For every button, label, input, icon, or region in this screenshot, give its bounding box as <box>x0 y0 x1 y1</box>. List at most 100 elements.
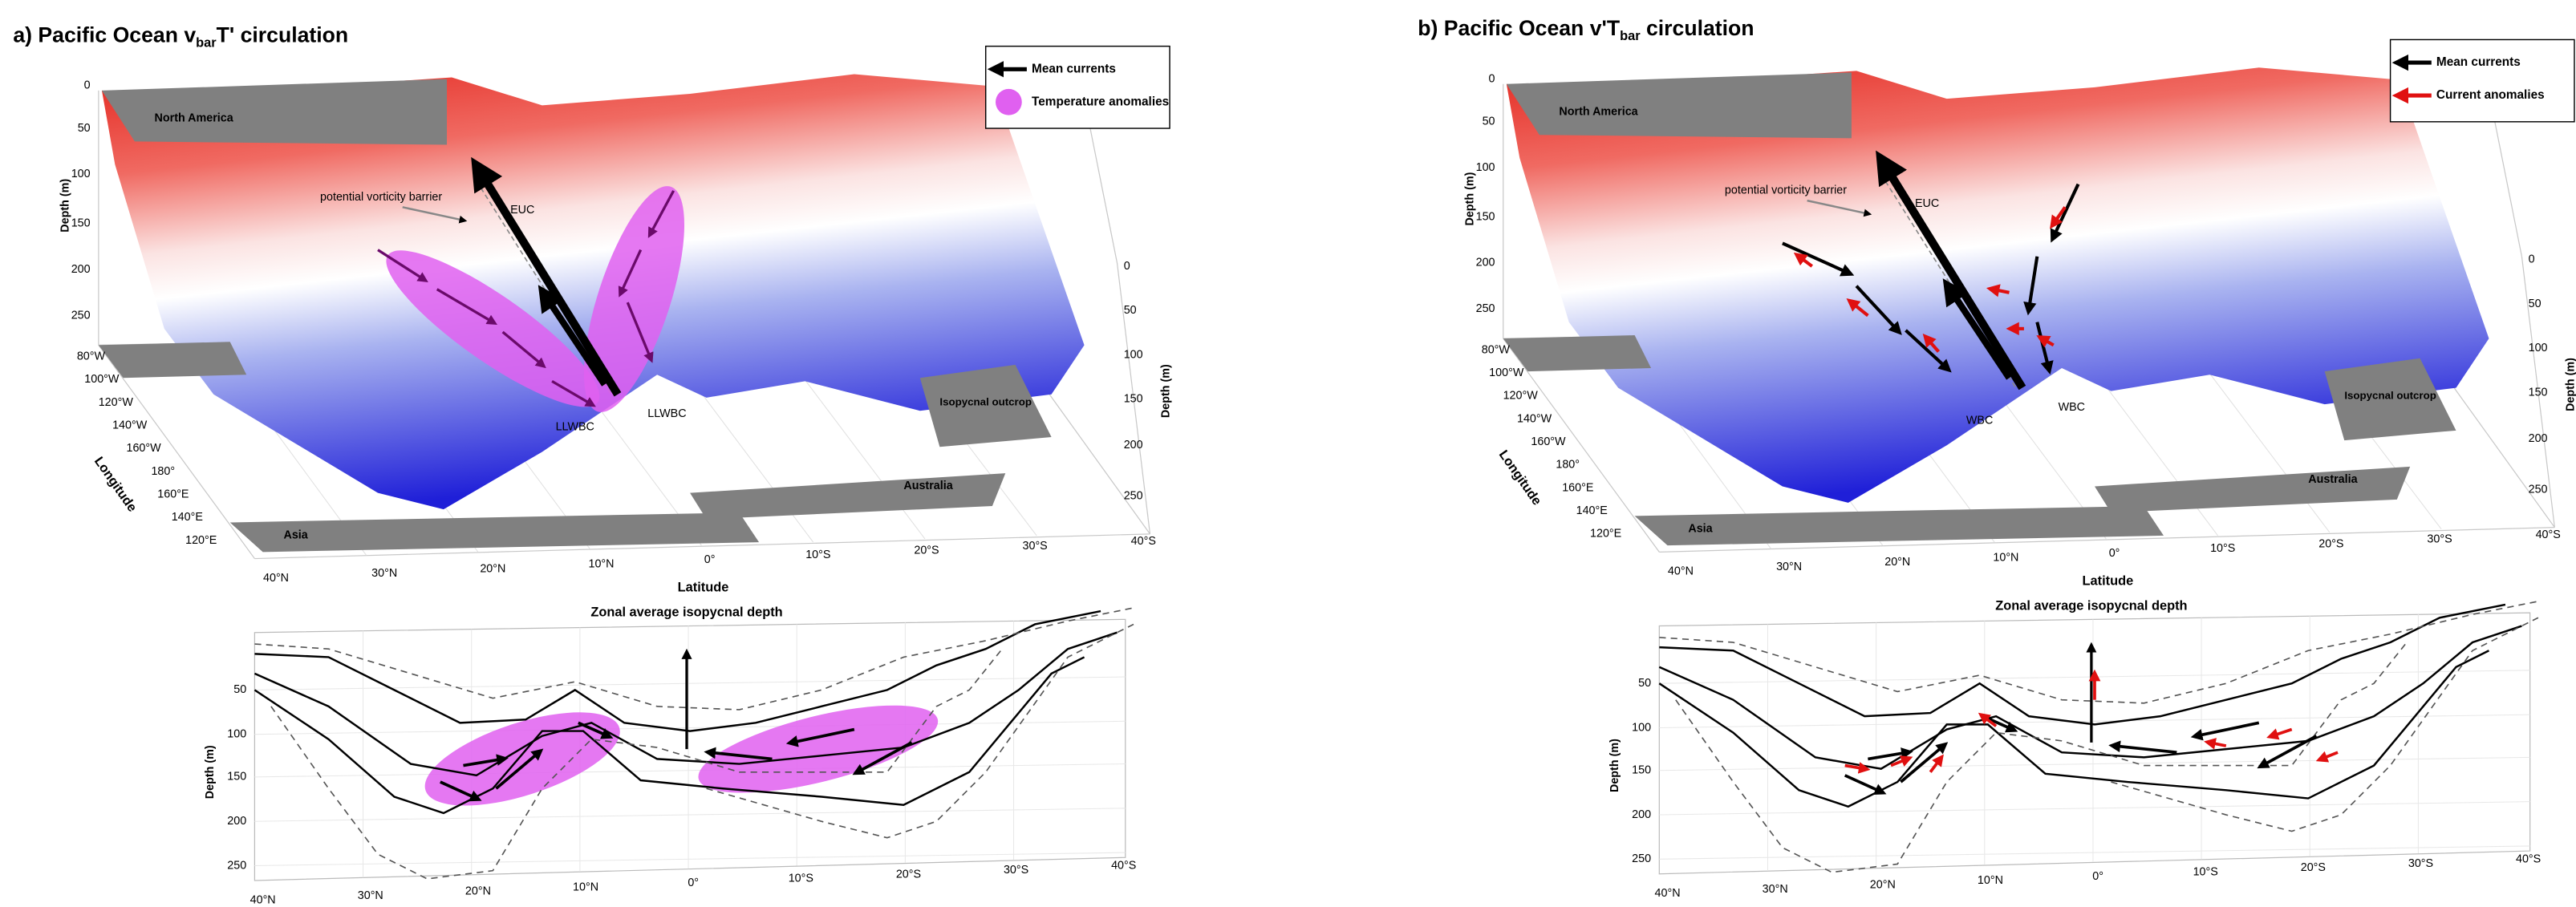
land <box>919 364 1052 447</box>
pointer <box>402 206 468 224</box>
annotation: LLWBC <box>647 407 686 420</box>
x-tick-label: 20°S <box>2301 861 2326 874</box>
y-axis-label: Depth (m) <box>2565 358 2576 411</box>
x-tick-label: 160°E <box>157 488 189 500</box>
x-tick-label: 180° <box>151 465 175 478</box>
title-text: b) Pacific Ocean v'T <box>1418 16 1620 40</box>
land <box>101 79 448 145</box>
land <box>2324 358 2456 441</box>
isopycnal <box>1658 625 2522 770</box>
x-tick-label: 100°W <box>1489 366 1524 379</box>
subplot-title: Zonal average isopycnal depth <box>1995 598 2187 613</box>
grid-line <box>1659 714 2530 728</box>
y-tick-label: 250 <box>1632 852 1651 865</box>
arrow <box>2266 727 2293 740</box>
temperature-anomaly <box>583 186 685 412</box>
y-axis-label: Depth (m) <box>1608 739 1621 792</box>
box-edge <box>2521 256 2555 528</box>
grid-line <box>1659 845 2530 860</box>
legend-box <box>984 45 1170 129</box>
title-subscript: bar <box>196 36 217 51</box>
y-axis-label: Depth (m) <box>1160 364 1173 418</box>
x-tick-label: 20°N <box>480 562 505 575</box>
land <box>98 342 247 379</box>
y-tick-label: 150 <box>227 771 246 784</box>
annotation: Asia <box>1688 522 1713 535</box>
arrow <box>1844 774 1887 796</box>
arrow <box>1905 329 1952 373</box>
x-tick-label: 80°W <box>1482 343 1511 356</box>
x-tick-label: 120°E <box>185 534 217 547</box>
subplot-title: Zonal average isopycnal depth <box>590 605 782 619</box>
legend-swatch <box>995 88 1022 115</box>
y-tick-label: 100 <box>71 168 91 180</box>
panel-title: a) Pacific Ocean vbarT' circulation <box>13 22 348 50</box>
y-axis-label: Depth (m) <box>1464 172 1477 225</box>
x-tick-label: 140°E <box>172 511 203 524</box>
annotation: Australia <box>903 480 953 492</box>
x-tick-label: 40°N <box>263 572 289 585</box>
title-text: T' circulation <box>217 22 349 47</box>
isopycnal-surface <box>101 74 1085 510</box>
arrow <box>647 190 675 238</box>
isopycnal <box>254 631 1118 777</box>
isopycnal <box>1659 603 2506 726</box>
x-tick-label: 30°N <box>371 567 397 580</box>
arrow <box>1922 333 1940 353</box>
arrow <box>1942 278 2012 380</box>
plot-frame <box>1658 612 2531 875</box>
arrow <box>1900 742 1949 784</box>
arrow <box>440 780 482 802</box>
x-tick-label: 30°S <box>1004 864 1028 877</box>
y-tick-label: 150 <box>2529 387 2548 399</box>
axis-label: Latitude <box>678 581 729 595</box>
grid-line <box>254 808 1126 822</box>
annotation: WBC <box>1966 414 1993 427</box>
annotation: North America <box>155 112 234 125</box>
arrow <box>1868 747 1913 761</box>
y-tick-label: 100 <box>227 727 246 740</box>
annotation: LLWBC <box>556 421 594 434</box>
y-tick-label: 100 <box>1476 161 1495 174</box>
x-tick-label: 140°E <box>1576 504 1608 517</box>
x-tick-label: 30°N <box>358 889 383 902</box>
y-tick-label: 50 <box>2529 298 2542 310</box>
arrow <box>578 721 614 739</box>
arrow <box>1986 284 2010 298</box>
grid-line <box>254 720 1126 735</box>
y-tick-label: 0 <box>84 79 91 92</box>
temperature-anomaly <box>424 712 620 806</box>
y-tick-label: 150 <box>71 217 91 230</box>
arrow <box>538 285 608 387</box>
arrow <box>436 288 497 325</box>
y-tick-label: 50 <box>233 683 246 696</box>
legend-label: Mean currents <box>2436 55 2521 69</box>
box-edge <box>254 533 1150 560</box>
box-edge <box>1116 262 1151 534</box>
legend-label: Current anomalies <box>2436 88 2545 102</box>
x-tick-label: 10°S <box>805 549 830 561</box>
annotation: WBC <box>2059 401 2085 414</box>
arrow <box>1929 754 1944 773</box>
x-tick-label: 10°S <box>2193 865 2218 878</box>
box-edge <box>1503 338 1660 553</box>
title-text: circulation <box>1641 16 1755 40</box>
x-tick-label: 120°W <box>1503 390 1539 403</box>
land <box>690 473 1006 520</box>
isopycnal-dashed <box>254 607 1134 711</box>
arrow <box>626 302 654 363</box>
arrow <box>2036 335 2055 348</box>
x-tick-label: 20°N <box>1884 556 1910 569</box>
x-tick-label: 0° <box>2092 870 2103 883</box>
y-tick-label: 200 <box>2529 432 2548 445</box>
arrow <box>463 754 509 767</box>
y-tick-label: 50 <box>1483 115 1495 128</box>
x-tick-label: 180° <box>1556 459 1580 472</box>
arrow <box>1876 150 2026 391</box>
isopycnal-dashed <box>2111 617 2539 832</box>
x-tick-label: 10°N <box>573 881 598 893</box>
arrow <box>1978 712 1998 727</box>
x-tick-label: 30°S <box>2408 857 2433 870</box>
annotation: EUC <box>1915 197 1939 210</box>
